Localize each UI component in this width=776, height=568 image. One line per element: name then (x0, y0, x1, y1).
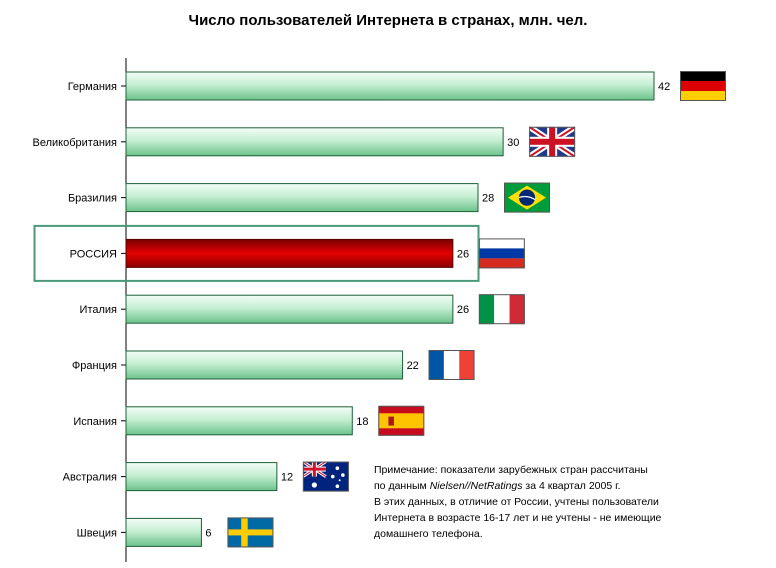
category-label: Швеция (77, 527, 117, 539)
value-label: 42 (658, 81, 670, 93)
footnote-line: Интернета в возрасте 16-17 лет и не учте… (374, 512, 662, 524)
category-label: РОССИЯ (70, 248, 117, 260)
value-label: 22 (407, 360, 419, 372)
bar (125, 71, 655, 101)
footnote: Примечание: показатели зарубежных стран … (374, 462, 734, 542)
category-label: Австралия (63, 472, 117, 484)
bar-highlight (125, 238, 454, 268)
footnote-text: по данным (374, 480, 430, 492)
footnote-source: Nielsen//NetRatings (429, 480, 523, 492)
bar (125, 350, 404, 380)
australia-flag (302, 461, 349, 492)
france-flag (428, 350, 475, 380)
germany-flag (680, 71, 726, 101)
brazil-flag (504, 182, 550, 213)
bar (125, 462, 278, 492)
bar (125, 406, 353, 436)
bar (125, 183, 479, 213)
russia-flag (478, 238, 525, 269)
chart-title: Число пользователей Интернета в странах,… (188, 12, 588, 29)
highlight-box (33, 224, 480, 282)
footnote-line: Примечание: показатели зарубежных стран … (374, 464, 648, 476)
bar (125, 517, 202, 547)
value-label: 30 (507, 137, 519, 149)
category-label: Германия (68, 81, 117, 93)
category-label: Италия (80, 304, 118, 316)
footnote-line: домашнего телефона. (374, 528, 483, 540)
bar (125, 127, 504, 157)
footnote-line: В этих данных, в отличие от России, учте… (374, 496, 659, 508)
category-label: Франция (72, 360, 117, 372)
footnote-text: за 4 квартал 2005 г. (522, 480, 621, 492)
sweden-flag (227, 517, 274, 548)
value-label: 28 (482, 193, 494, 205)
value-label: 26 (457, 304, 469, 316)
spain-flag (378, 405, 425, 436)
value-label: 26 (457, 248, 469, 260)
category-label: Бразилия (68, 193, 117, 205)
italy-flag (478, 294, 525, 325)
category-label: Испания (73, 416, 117, 428)
value-label: 18 (356, 416, 368, 428)
bar (125, 294, 454, 324)
footnote-line: по данным Nielsen//NetRatings за 4 кварт… (374, 478, 734, 494)
uk-flag (529, 126, 576, 157)
category-label: Великобритания (33, 137, 118, 149)
value-label: 6 (205, 527, 211, 539)
value-label: 12 (281, 472, 293, 484)
